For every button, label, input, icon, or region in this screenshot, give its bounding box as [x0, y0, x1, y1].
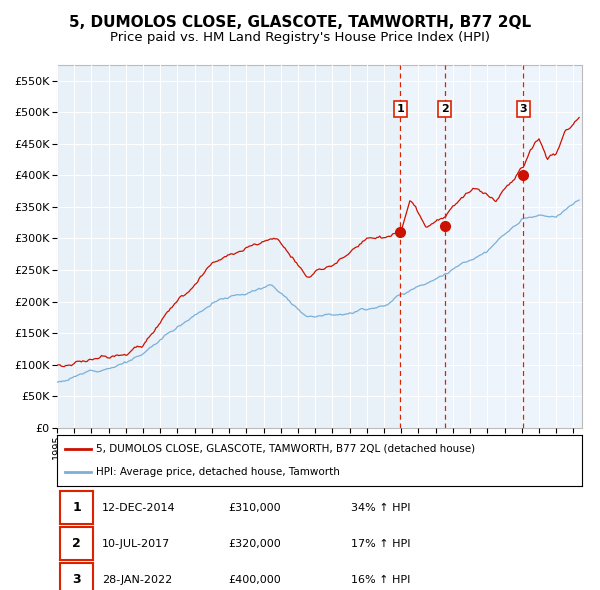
Text: 1: 1	[72, 501, 81, 514]
Text: £400,000: £400,000	[228, 575, 281, 585]
Text: Price paid vs. HM Land Registry's House Price Index (HPI): Price paid vs. HM Land Registry's House …	[110, 31, 490, 44]
Text: 3: 3	[72, 573, 81, 586]
Text: 28-JAN-2022: 28-JAN-2022	[102, 575, 172, 585]
Text: 5, DUMOLOS CLOSE, GLASCOTE, TAMWORTH, B77 2QL: 5, DUMOLOS CLOSE, GLASCOTE, TAMWORTH, B7…	[69, 15, 531, 30]
Text: 5, DUMOLOS CLOSE, GLASCOTE, TAMWORTH, B77 2QL (detached house): 5, DUMOLOS CLOSE, GLASCOTE, TAMWORTH, B7…	[97, 444, 476, 454]
Text: 10-JUL-2017: 10-JUL-2017	[102, 539, 170, 549]
Text: £310,000: £310,000	[228, 503, 281, 513]
Text: 17% ↑ HPI: 17% ↑ HPI	[351, 539, 410, 549]
Text: 1: 1	[397, 104, 404, 114]
Text: 34% ↑ HPI: 34% ↑ HPI	[351, 503, 410, 513]
Text: 2: 2	[441, 104, 449, 114]
Text: HPI: Average price, detached house, Tamworth: HPI: Average price, detached house, Tamw…	[97, 467, 340, 477]
Text: 3: 3	[520, 104, 527, 114]
Bar	[400, 65, 582, 428]
Text: £320,000: £320,000	[228, 539, 281, 549]
Text: 12-DEC-2014: 12-DEC-2014	[102, 503, 176, 513]
Text: 16% ↑ HPI: 16% ↑ HPI	[351, 575, 410, 585]
Text: 2: 2	[72, 537, 81, 550]
